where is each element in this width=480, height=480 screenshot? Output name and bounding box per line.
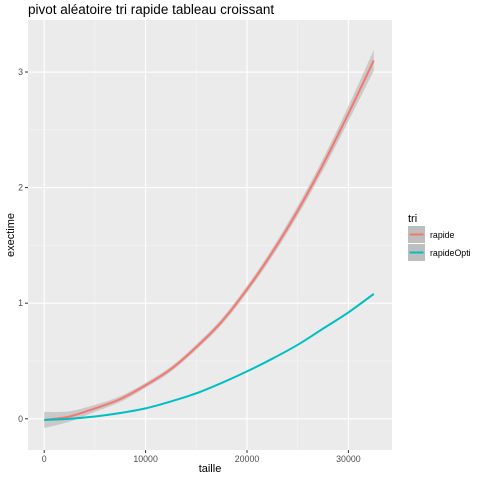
legend-title: tri xyxy=(408,213,417,225)
grid-major xyxy=(28,20,392,450)
y-axis: 0 1 2 3 xyxy=(18,67,28,424)
x-tick-label: 30000 xyxy=(336,454,361,464)
x-axis-title: taille xyxy=(199,463,222,475)
y-tick-label: 1 xyxy=(18,298,23,308)
grid-minor xyxy=(28,20,392,450)
legend-label-rapideOpti: rapideOpti xyxy=(430,248,471,258)
y-tick-label: 0 xyxy=(18,414,23,424)
legend-label-rapide: rapide xyxy=(430,230,455,240)
legend: tri rapide rapideOpti xyxy=(408,213,471,261)
x-tick-label: 20000 xyxy=(235,454,260,464)
y-tick-label: 3 xyxy=(18,67,23,77)
x-axis: 0 10000 20000 30000 xyxy=(42,450,361,464)
chart-title: pivot aléatoire tri rapide tableau crois… xyxy=(28,2,274,17)
series-line-rapideOpti xyxy=(44,293,375,421)
series-lines xyxy=(44,60,375,421)
x-tick-label: 10000 xyxy=(133,454,158,464)
series-line-rapide xyxy=(44,60,375,421)
y-tick-label: 2 xyxy=(18,183,23,193)
plot-panel xyxy=(28,20,392,450)
y-axis-title: exectime xyxy=(5,213,17,257)
x-tick-label: 0 xyxy=(42,454,47,464)
